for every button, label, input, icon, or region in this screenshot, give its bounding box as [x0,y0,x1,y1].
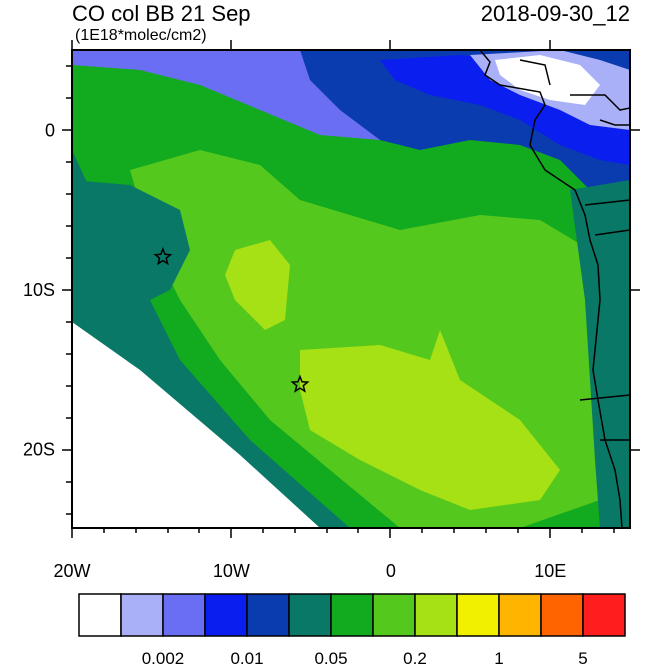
colorbar-box [582,593,626,637]
map-frame [71,49,631,529]
colorbar-box [330,593,374,637]
colorbar-label: 0.05 [314,649,347,667]
colorbar-box [288,593,332,637]
colorbar-box [120,593,164,637]
colorbar-label: 1 [494,649,503,667]
x-tick-labels: 20W 10W 0 10E [53,561,566,581]
x-tick-label: 0 [386,561,396,581]
colorbar-box [78,593,122,637]
colorbar-box [456,593,500,637]
colorbar-box [540,593,584,637]
colorbar-box [414,593,458,637]
coastline [479,50,630,528]
x-tick-label: 20W [53,561,90,581]
x-tick-marks [71,40,615,538]
datetime-label: 2018-09-30_12 [480,1,630,26]
units-label: (1E18*molec/cm2) [75,27,207,44]
colorbar-label: 0.01 [230,649,263,667]
x-tick-label: 10W [213,561,250,581]
colorbar-label: 0.002 [142,649,185,667]
colorbar-label: 0.2 [403,649,427,667]
y-tick-marks [62,65,640,515]
colorbar-box [162,593,206,637]
y-tick-label: 10S [23,280,55,300]
colorbar-box [204,593,248,637]
star-marker [153,247,173,266]
markers [153,247,310,393]
colorbar-labels: 0.002 0.01 0.05 0.2 1 5 [142,649,588,667]
colorbar-box [372,593,416,637]
y-tick-labels: 0 10S 20S [23,121,55,460]
x-tick-label: 10E [534,561,566,581]
map-field [72,50,630,528]
y-tick-label: 0 [45,121,55,141]
colorbar-box [246,593,290,637]
map-title: CO col BB 21 Sep [72,1,251,26]
y-tick-label: 20S [23,439,55,459]
colorbar-box [498,593,542,637]
colorbar [78,593,626,637]
colorbar-label: 5 [578,649,587,667]
star-marker [290,374,310,393]
